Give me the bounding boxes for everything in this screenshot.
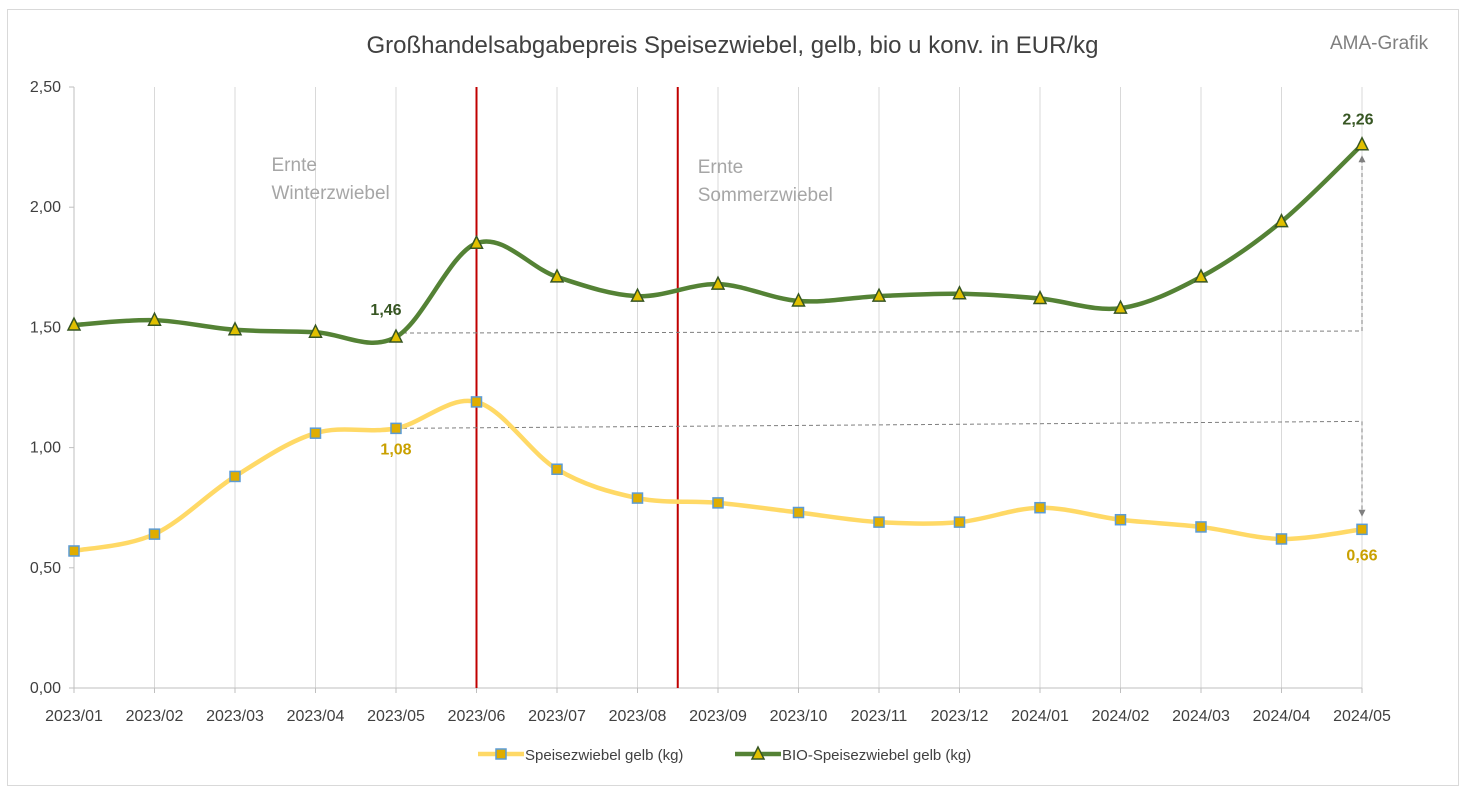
data-point-bio-speisezwiebel <box>791 292 806 307</box>
x-tick-label: 2023/06 <box>448 708 506 725</box>
y-tick-label: 0,00 <box>30 680 61 697</box>
legend-marker <box>495 748 507 760</box>
data-point-speisezwiebel <box>1034 501 1046 514</box>
data-point-speisezwiebel <box>1356 523 1368 536</box>
x-tick-label: 2024/01 <box>1011 708 1069 725</box>
data-point-bio-speisezwiebel <box>227 321 243 336</box>
x-tick-label: 2024/02 <box>1092 708 1150 725</box>
bio-reference-dashed-line <box>395 330 1363 334</box>
x-tick-label: 2023/01 <box>45 708 103 725</box>
data-point-bio-speisezwiebel <box>630 287 645 302</box>
x-tick-label: 2024/03 <box>1172 708 1230 725</box>
y-tick-label: 2,00 <box>30 199 61 216</box>
y-tick-label: 1,50 <box>30 319 61 336</box>
brand-label: AMA-Grafik <box>1330 33 1429 54</box>
data-point-bio-speisezwiebel <box>1354 136 1370 151</box>
data-label: 1,46 <box>370 302 401 319</box>
data-point-bio-speisezwiebel <box>1113 299 1128 314</box>
x-tick-label: 2023/10 <box>770 708 828 725</box>
annotation-line2: Sommerzwiebel <box>698 185 833 206</box>
data-point-speisezwiebel <box>1114 513 1127 526</box>
y-tick-label: 2,50 <box>30 79 61 96</box>
data-point-bio-speisezwiebel <box>66 316 82 331</box>
conv-reference-dashed-line <box>395 420 1363 429</box>
annotation-line2: Winterzwiebel <box>272 183 390 204</box>
data-label: 2,26 <box>1342 112 1373 129</box>
data-point-speisezwiebel <box>712 497 724 509</box>
data-point-speisezwiebel <box>551 463 563 475</box>
chart-title: Großhandelsabgabepreis Speisezwiebel, ge… <box>366 32 1099 59</box>
y-tick-label: 1,00 <box>30 440 61 457</box>
data-point-speisezwiebel <box>1275 533 1288 545</box>
x-tick-label: 2023/04 <box>287 708 345 725</box>
x-tick-label: 2023/02 <box>126 708 184 725</box>
data-point-speisezwiebel <box>148 528 161 540</box>
data-point-speisezwiebel <box>470 396 483 408</box>
data-point-speisezwiebel <box>631 492 644 504</box>
chart-frame <box>7 9 1459 786</box>
x-tick-label: 2023/07 <box>528 708 586 725</box>
data-point-bio-speisezwiebel <box>1274 212 1289 228</box>
legend-label: Speisezwiebel gelb (kg) <box>525 747 683 764</box>
x-tick-label: 2024/04 <box>1253 708 1311 725</box>
data-point-bio-speisezwiebel <box>1032 289 1048 305</box>
data-point-bio-speisezwiebel <box>710 275 726 290</box>
data-point-bio-speisezwiebel <box>469 234 484 250</box>
data-point-bio-speisezwiebel <box>1193 268 1209 283</box>
x-tick-label: 2023/05 <box>367 708 425 725</box>
data-point-speisezwiebel <box>309 427 322 439</box>
data-point-bio-speisezwiebel <box>871 287 887 302</box>
data-point-bio-speisezwiebel <box>147 311 162 326</box>
data-point-speisezwiebel <box>873 516 885 528</box>
data-point-speisezwiebel <box>1195 521 1207 533</box>
annotation-line1: Ernte <box>272 155 317 176</box>
x-tick-label: 2023/08 <box>609 708 667 725</box>
x-tick-label: 2023/12 <box>931 708 989 725</box>
x-tick-label: 2023/11 <box>851 708 908 725</box>
data-point-bio-speisezwiebel <box>308 323 323 338</box>
data-label: 1,08 <box>380 441 411 458</box>
x-tick-label: 2023/09 <box>689 708 747 725</box>
x-tick-label: 2024/05 <box>1333 708 1391 725</box>
y-tick-label: 0,50 <box>30 560 61 577</box>
data-point-bio-speisezwiebel <box>549 268 565 283</box>
data-point-bio-speisezwiebel <box>388 328 404 343</box>
data-point-speisezwiebel <box>229 470 241 483</box>
series-line-speisezwiebel <box>73 398 1363 554</box>
data-point-speisezwiebel <box>68 545 80 557</box>
data-point-speisezwiebel <box>390 422 402 435</box>
data-point-bio-speisezwiebel <box>952 285 967 300</box>
data-point-speisezwiebel <box>792 506 805 519</box>
annotation-line1: Ernte <box>698 157 743 178</box>
x-tick-label: 2023/03 <box>206 708 264 725</box>
legend-marker <box>750 745 766 760</box>
legend-label: BIO-Speisezwiebel gelb (kg) <box>782 747 971 764</box>
data-label: 0,66 <box>1346 547 1377 564</box>
data-point-speisezwiebel <box>953 516 966 528</box>
